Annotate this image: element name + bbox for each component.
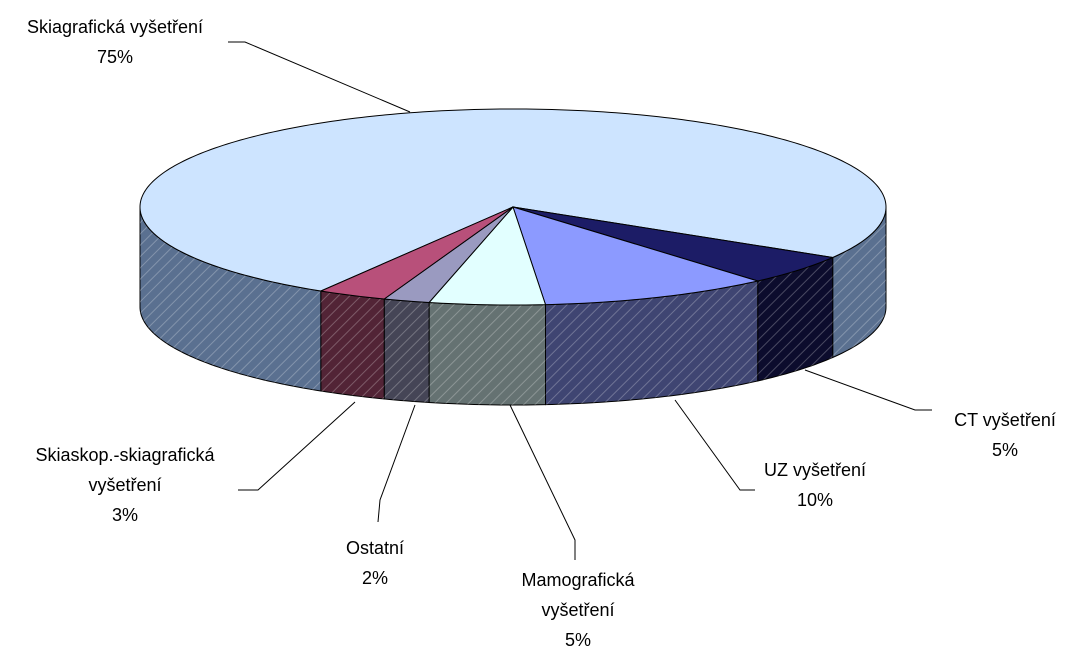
category-label: Skiagrafická vyšetření — [26, 17, 204, 37]
slice-top — [382, 206, 514, 304]
slice-label: CT vyšetření 5% — [855, 405, 1073, 465]
leader-line — [238, 401, 356, 491]
leader-line — [377, 404, 416, 523]
slice-label: Skiagrafická vyšetření 75% — [0, 12, 265, 72]
leader-line — [804, 369, 932, 411]
category-label: Mamografická vyšetření — [521, 570, 635, 620]
category-label: Skiaskop.-skiagrafická vyšetření — [35, 445, 215, 495]
value-label: 5% — [991, 440, 1018, 460]
leader-line — [674, 399, 755, 491]
side-hatch — [140, 207, 321, 392]
side-hatch — [320, 291, 385, 399]
slice-label: Skiaskop.-skiagrafická vyšetření 3% — [0, 440, 275, 530]
value-label: 5% — [564, 630, 591, 650]
value-label: 10% — [796, 490, 834, 510]
slice-label: Ostatní 2% — [225, 533, 525, 593]
slice-top — [428, 206, 547, 306]
value-label: 2% — [361, 568, 388, 588]
slice-top — [139, 108, 887, 292]
side-hatch — [429, 302, 546, 405]
side-hatch — [545, 280, 758, 405]
category-label: UZ vyšetření — [763, 460, 867, 480]
side-hatch — [832, 207, 886, 358]
value-label: 3% — [111, 505, 138, 525]
category-label: Ostatní — [345, 538, 405, 558]
side-hatch — [757, 257, 833, 381]
slice-top — [319, 206, 514, 300]
slice-label: UZ vyšetření 10% — [665, 455, 965, 515]
slice-label: Mamografická vyšetření 5% — [428, 565, 728, 655]
leader-line — [228, 41, 411, 113]
side-hatch — [384, 298, 430, 403]
slice-top — [512, 206, 835, 282]
leader-line — [509, 404, 576, 560]
slice-top — [512, 206, 760, 306]
category-label: CT vyšetření — [954, 410, 1056, 430]
value-label: 75% — [96, 47, 134, 67]
